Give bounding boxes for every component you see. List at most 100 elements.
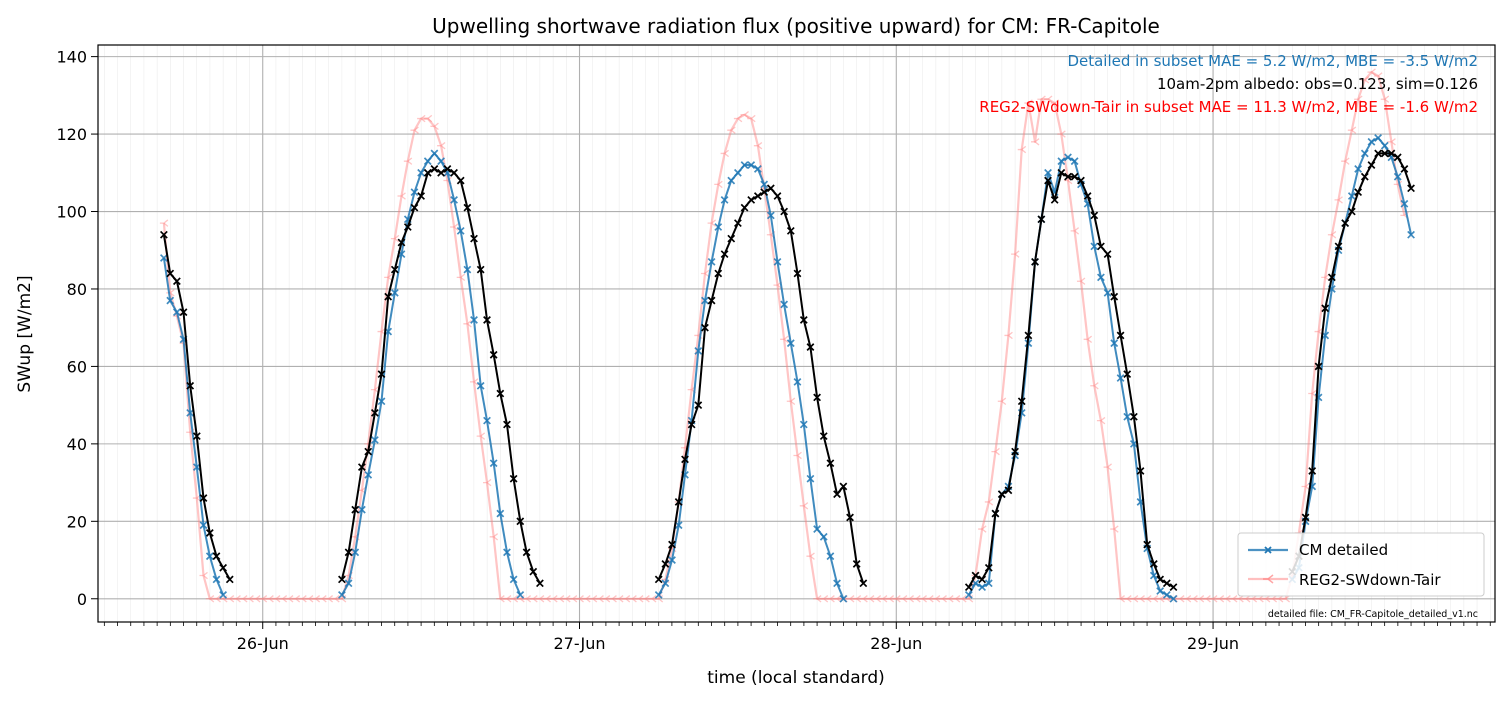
data-point-reg2-swdown-tair [318,595,327,603]
data-point-observed [1116,331,1125,340]
data-point-observed [991,509,1000,518]
data-point-reg2-swdown-tair [1209,595,1218,603]
data-point-observed [1334,242,1343,251]
x-tick-label: 26-Jun [237,634,289,653]
data-point-observed [661,560,670,568]
data-point-reg2-swdown-tair [601,595,611,603]
data-point-cm-detailed [503,548,511,557]
y-axis-title: SWup [W/m2] [15,275,35,392]
data-point-cm-detailed [964,590,973,599]
data-point-reg2-swdown-tair [390,234,400,243]
data-point-cm-detailed [1374,134,1383,142]
data-point-cm-detailed [839,594,848,603]
data-point-reg2-swdown-tair [232,595,241,603]
data-point-observed [773,192,782,200]
data-point-reg2-swdown-tair [430,122,439,131]
data-point-reg2-swdown-tair [159,219,169,227]
legend-marker-reg2 [1263,574,1274,584]
data-point-reg2-swdown-tair [938,595,947,603]
data-point-reg2-swdown-tair [951,595,961,603]
data-point-cm-detailed [205,552,214,561]
x-tick-label: 28-Jun [870,634,922,653]
data-point-observed [219,563,228,572]
y-tick-label: 60 [67,357,87,376]
data-point-cm-detailed [1169,594,1178,603]
data-point-observed [351,505,360,514]
data-point-reg2-swdown-tair [1011,250,1020,258]
data-point-reg2-swdown-tair [489,533,499,541]
data-point-observed [701,323,709,332]
data-point-observed [1360,172,1369,181]
data-point-reg2-swdown-tair [1374,72,1383,80]
annotation-detailed-mae: Detailed in subset MAE = 5.2 W/m2, MBE =… [1067,52,1478,70]
data-point-reg2-swdown-tair [991,447,1000,456]
data-point-cm-detailed [450,195,458,204]
data-point-reg2-swdown-tair [714,180,723,189]
chart-title: Upwelling shortwave radiation flux (posi… [432,14,1160,38]
data-point-observed [1367,161,1376,169]
data-point-cm-detailed [509,575,518,584]
data-point-reg2-swdown-tair [852,595,862,603]
data-point-reg2-swdown-tair [1017,145,1027,154]
data-point-reg2-swdown-tair [753,141,763,150]
annotation-reg2-mae: REG2-SWdown-Tair in subset MAE = 11.3 W/… [979,98,1478,116]
data-point-reg2-swdown-tair [1024,99,1033,107]
data-point-observed [681,455,689,464]
data-point-reg2-swdown-tair [311,595,321,603]
data-point-observed [747,195,756,204]
data-point-observed [529,567,538,576]
data-point-observed [1136,467,1145,475]
data-point-observed [793,269,802,278]
data-point-reg2-swdown-tair [806,552,815,560]
data-point-reg2-swdown-tair [1116,595,1125,603]
data-point-observed [1077,176,1085,185]
data-point-observed [443,165,452,173]
data-point-cm-detailed [351,548,360,557]
data-point-cm-detailed [747,161,756,169]
data-point-cm-detailed [1367,137,1376,146]
data-point-observed [839,482,848,491]
data-point-reg2-swdown-tair [1202,595,1211,603]
data-point-observed [476,265,485,274]
data-point-reg2-swdown-tair [997,397,1007,405]
data-point-cm-detailed [390,288,399,297]
data-point-reg2-swdown-tair [878,595,888,603]
data-point-observed [1044,176,1052,185]
x-tick-label: 29-Jun [1187,634,1239,653]
data-point-cm-detailed [470,316,478,324]
data-point-observed [483,316,491,324]
data-point-cm-detailed [826,552,835,561]
data-point-reg2-swdown-tair [733,114,743,123]
data-point-cm-detailed [753,165,762,173]
data-point-reg2-swdown-tair [1387,138,1396,146]
data-point-reg2-swdown-tair [1123,595,1132,603]
y-tick-label: 0 [77,590,87,609]
data-point-cm-detailed [654,590,663,599]
x-tick-label: 27-Jun [553,634,605,653]
data-point-cm-detailed [833,579,841,588]
data-point-observed [430,165,439,173]
data-point-reg2-swdown-tair [747,114,756,123]
data-point-observed [1070,172,1079,181]
data-point-reg2-swdown-tair [898,595,908,603]
data-point-reg2-swdown-tair [1110,525,1119,533]
data-point-reg2-swdown-tair [291,595,301,603]
data-point-reg2-swdown-tair [568,595,578,603]
data-point-reg2-swdown-tair [1327,231,1337,239]
data-point-reg2-swdown-tair [918,595,927,603]
data-point-observed [186,381,195,390]
data-point-reg2-swdown-tair [483,478,492,487]
y-tick-label: 140 [56,48,87,67]
data-point-observed [370,408,379,417]
data-point-observed [1393,153,1402,162]
data-point-reg2-swdown-tair [245,595,254,603]
data-point-cm-detailed [733,168,742,177]
data-point-cm-detailed [496,509,505,518]
data-point-reg2-swdown-tair [304,595,314,603]
data-point-reg2-swdown-tair [298,595,307,603]
data-point-observed [1156,575,1165,584]
data-point-observed [1169,583,1178,592]
data-point-observed [417,192,426,200]
data-point-cm-detailed [516,590,525,599]
data-point-observed [344,548,353,557]
